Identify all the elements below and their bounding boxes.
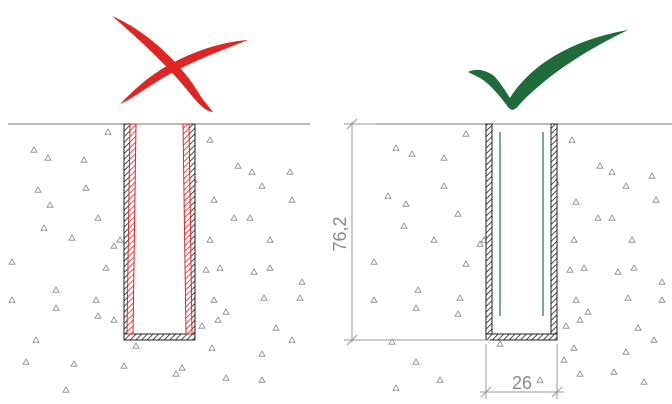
check-mark-icon	[468, 30, 628, 110]
width-dimension: 26	[480, 344, 564, 399]
depth-dimension: 76,2	[330, 118, 490, 346]
concrete-texture-left	[8, 128, 306, 393]
cross-mark-icon	[112, 16, 248, 112]
u-channel-right	[485, 123, 558, 341]
width-label: 26	[512, 373, 532, 393]
insert-lines-right	[499, 132, 544, 316]
left-panel-wrong	[8, 16, 310, 393]
misplaced-insert-left	[126, 123, 193, 335]
concrete-texture-right	[370, 130, 666, 391]
right-panel-correct: 76,2 26	[330, 30, 672, 399]
depth-label: 76,2	[330, 216, 350, 251]
